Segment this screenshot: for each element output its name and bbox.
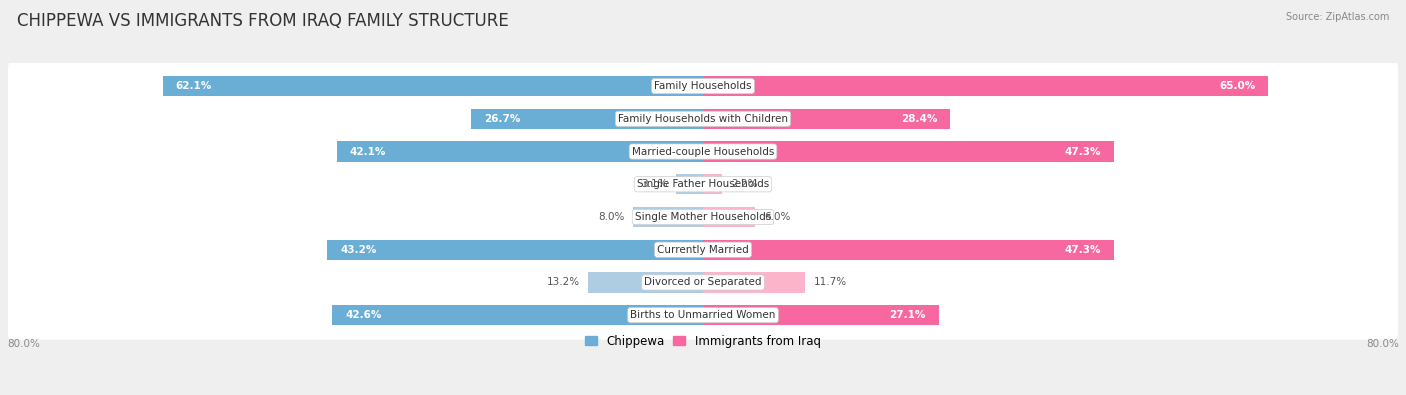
FancyBboxPatch shape xyxy=(8,225,1398,274)
FancyBboxPatch shape xyxy=(8,291,1398,340)
Bar xyxy=(332,305,703,325)
Text: 13.2%: 13.2% xyxy=(547,277,579,288)
Bar xyxy=(163,76,703,96)
Bar xyxy=(676,174,703,194)
Text: 11.7%: 11.7% xyxy=(814,277,846,288)
Bar xyxy=(703,174,723,194)
FancyBboxPatch shape xyxy=(8,258,1398,307)
Text: 42.6%: 42.6% xyxy=(346,310,382,320)
Text: 80.0%: 80.0% xyxy=(1367,339,1399,349)
Legend: Chippewa, Immigrants from Iraq: Chippewa, Immigrants from Iraq xyxy=(585,335,821,348)
Bar xyxy=(703,207,755,227)
Text: Currently Married: Currently Married xyxy=(657,245,749,255)
Text: 47.3%: 47.3% xyxy=(1064,147,1101,156)
Text: Births to Unmarried Women: Births to Unmarried Women xyxy=(630,310,776,320)
Text: Family Households with Children: Family Households with Children xyxy=(619,114,787,124)
Bar xyxy=(588,272,703,293)
Text: Single Mother Households: Single Mother Households xyxy=(636,212,770,222)
Text: 47.3%: 47.3% xyxy=(1064,245,1101,255)
Bar xyxy=(633,207,703,227)
Text: CHIPPEWA VS IMMIGRANTS FROM IRAQ FAMILY STRUCTURE: CHIPPEWA VS IMMIGRANTS FROM IRAQ FAMILY … xyxy=(17,12,509,30)
Text: 6.0%: 6.0% xyxy=(763,212,790,222)
Bar xyxy=(337,141,703,162)
Text: Family Households: Family Households xyxy=(654,81,752,91)
Bar xyxy=(328,240,703,260)
FancyBboxPatch shape xyxy=(8,192,1398,241)
Bar xyxy=(703,272,804,293)
Text: 43.2%: 43.2% xyxy=(340,245,377,255)
Text: 65.0%: 65.0% xyxy=(1219,81,1256,91)
Bar xyxy=(703,305,939,325)
Text: 27.1%: 27.1% xyxy=(890,310,925,320)
Text: Married-couple Households: Married-couple Households xyxy=(631,147,775,156)
Text: 26.7%: 26.7% xyxy=(484,114,520,124)
FancyBboxPatch shape xyxy=(8,94,1398,143)
Text: 42.1%: 42.1% xyxy=(350,147,387,156)
Bar xyxy=(703,141,1115,162)
Text: Source: ZipAtlas.com: Source: ZipAtlas.com xyxy=(1285,12,1389,22)
FancyBboxPatch shape xyxy=(8,62,1398,111)
Text: 3.1%: 3.1% xyxy=(641,179,668,189)
Text: Single Father Households: Single Father Households xyxy=(637,179,769,189)
Text: 80.0%: 80.0% xyxy=(7,339,39,349)
Text: Divorced or Separated: Divorced or Separated xyxy=(644,277,762,288)
Bar xyxy=(703,109,950,129)
FancyBboxPatch shape xyxy=(8,127,1398,176)
Text: 2.2%: 2.2% xyxy=(731,179,758,189)
Bar xyxy=(703,76,1268,96)
Text: 8.0%: 8.0% xyxy=(599,212,624,222)
Bar xyxy=(703,240,1115,260)
FancyBboxPatch shape xyxy=(8,160,1398,209)
Bar xyxy=(471,109,703,129)
Text: 28.4%: 28.4% xyxy=(901,114,936,124)
Text: 62.1%: 62.1% xyxy=(176,81,212,91)
